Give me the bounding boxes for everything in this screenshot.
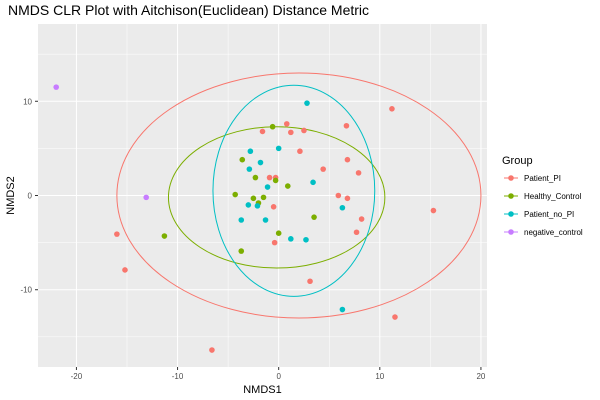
point-patient-no-pi (339, 204, 346, 211)
point-patient-no-pi (257, 159, 264, 166)
point-healthy-control (284, 183, 291, 189)
point-patient-pi (301, 127, 307, 134)
point-patient-pi (122, 267, 128, 273)
point-negative-control (53, 84, 60, 90)
data-points (53, 84, 437, 353)
x-tick-label: 0 (276, 372, 281, 381)
point-patient-pi (271, 239, 278, 246)
point-patient-pi (270, 204, 277, 210)
point-patient-pi (358, 216, 365, 222)
point-patient-pi (355, 170, 362, 176)
y-tick-label: 10 (23, 97, 32, 106)
ellipse-patient-no-pi (212, 84, 376, 297)
legend-label-patient-pi: Patient_PI (524, 174, 561, 183)
point-patient-no-pi (275, 145, 282, 152)
point-patient-pi (353, 229, 360, 236)
confidence-ellipses (116, 72, 482, 319)
x-axis-title: NMDS1 (243, 384, 282, 396)
x-tick-label: 20 (476, 372, 485, 381)
point-patient-pi (344, 156, 351, 163)
legend-key-point-patient-no-pi (508, 211, 514, 217)
ellipse-patient-pi (116, 72, 482, 319)
point-healthy-control (275, 230, 282, 236)
point-patient-no-pi (254, 203, 261, 209)
x-tick-label: -10 (172, 372, 184, 381)
point-patient-pi (288, 129, 294, 136)
point-healthy-control (161, 233, 168, 239)
point-patient-pi (209, 347, 215, 353)
point-healthy-control (269, 123, 276, 130)
legend-label-healthy-control: Healthy_Control (524, 192, 582, 201)
point-patient-no-pi (303, 236, 309, 243)
point-patient-no-pi (247, 148, 254, 155)
point-patient-pi (320, 166, 326, 172)
point-patient-pi (389, 106, 395, 112)
point-patient-pi (335, 192, 342, 199)
chart-title: NMDS CLR Plot with Aitchison(Euclidean) … (8, 2, 369, 18)
legend-key-point-negative-control (508, 229, 514, 235)
point-healthy-control (272, 177, 279, 184)
point-patient-no-pi (339, 306, 346, 313)
ellipse-healthy-control (167, 126, 386, 269)
point-healthy-control (252, 174, 259, 181)
y-tick-label: 0 (28, 192, 33, 201)
point-patient-pi (266, 174, 273, 181)
x-tick-label: 10 (375, 372, 384, 381)
point-patient-no-pi (288, 236, 294, 242)
point-patient-no-pi (246, 166, 253, 172)
point-patient-no-pi (304, 100, 310, 106)
y-axis-title: NMDS2 (5, 176, 17, 215)
point-patient-pi (430, 207, 437, 214)
point-patient-pi (392, 314, 398, 320)
point-patient-no-pi (245, 202, 252, 208)
point-healthy-control (260, 194, 267, 201)
point-healthy-control (311, 214, 317, 220)
legend: Group Patient_PI Healthy_Control Patient_no… (502, 155, 583, 237)
point-patient-pi (344, 195, 351, 202)
point-healthy-control (250, 195, 257, 202)
legend-label-patient-no-pi: Patient_no_PI (524, 210, 574, 219)
point-patient-pi (307, 278, 313, 285)
x-tick-label: -20 (71, 372, 83, 381)
point-healthy-control (232, 191, 238, 198)
point-patient-no-pi (264, 184, 271, 190)
point-patient-pi (343, 122, 350, 129)
point-patient-no-pi (310, 179, 316, 186)
point-patient-pi (114, 231, 120, 237)
point-patient-no-pi (262, 217, 269, 223)
legend-label-negative-control: negative_control (524, 228, 583, 237)
point-negative-control (143, 194, 150, 201)
legend-title: Group (502, 155, 533, 167)
point-patient-pi (259, 128, 266, 135)
point-patient-pi (297, 148, 303, 155)
point-patient-pi (283, 121, 290, 127)
axes: -20 -10 0 10 20 -10 0 10 (20, 97, 485, 381)
legend-key-point-healthy-control (508, 193, 514, 199)
point-healthy-control (238, 248, 245, 254)
point-patient-no-pi (238, 217, 245, 223)
y-tick-label: -10 (20, 286, 32, 295)
legend-key-point-patient-pi (508, 175, 514, 181)
point-healthy-control (239, 156, 246, 163)
